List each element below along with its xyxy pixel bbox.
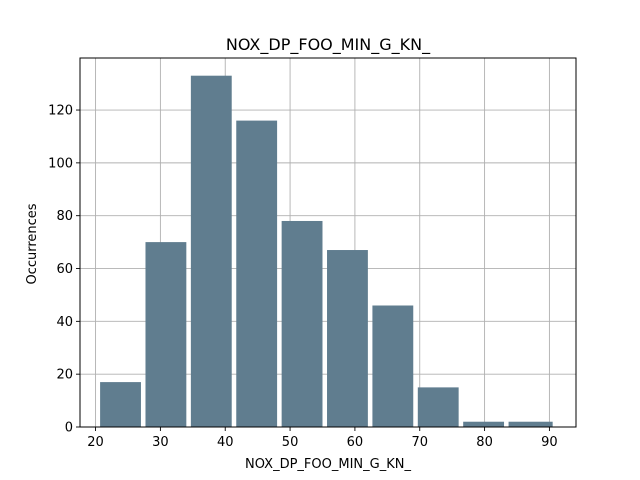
histogram-bar bbox=[463, 421, 505, 427]
y-tick-label: 20 bbox=[56, 368, 73, 383]
plot-frame bbox=[79, 57, 577, 428]
histogram-bar bbox=[236, 120, 278, 427]
histogram-bar bbox=[100, 382, 141, 427]
bars bbox=[100, 75, 553, 427]
x-tick-label: 20 bbox=[87, 435, 104, 450]
histogram-bar bbox=[372, 305, 414, 427]
x-tick-label: 90 bbox=[541, 435, 558, 450]
histogram-bar bbox=[417, 387, 459, 427]
histogram-bar bbox=[327, 250, 368, 427]
x-tick-label: 30 bbox=[152, 435, 169, 450]
y-tick-label: 100 bbox=[48, 156, 73, 171]
axis-ticks: 20 30 40 50 60 70 80 90 0 20 40 60 80 100 120 bbox=[48, 104, 558, 450]
x-tick-label: 40 bbox=[217, 435, 234, 450]
x-tick-label: 60 bbox=[347, 435, 364, 450]
histogram-bar bbox=[508, 421, 553, 427]
y-tick-label: 80 bbox=[56, 209, 73, 224]
x-tick-label: 80 bbox=[476, 435, 493, 450]
histogram-bar bbox=[281, 220, 323, 427]
histogram-bar bbox=[145, 242, 187, 427]
histogram-bar bbox=[190, 75, 232, 427]
y-tick-label: 0 bbox=[65, 421, 73, 436]
y-tick-label: 60 bbox=[56, 262, 73, 277]
x-axis-label: NOX_DP_FOO_MIN_G_KN_ bbox=[245, 457, 411, 472]
x-tick-label: 70 bbox=[411, 435, 428, 450]
x-tick-label: 50 bbox=[282, 435, 299, 450]
y-axis-label: Occurrences bbox=[25, 203, 40, 284]
y-tick-label: 40 bbox=[56, 315, 73, 330]
y-tick-label: 120 bbox=[48, 104, 73, 119]
chart-title: NOX_DP_FOO_MIN_G_KN_ bbox=[226, 35, 431, 55]
